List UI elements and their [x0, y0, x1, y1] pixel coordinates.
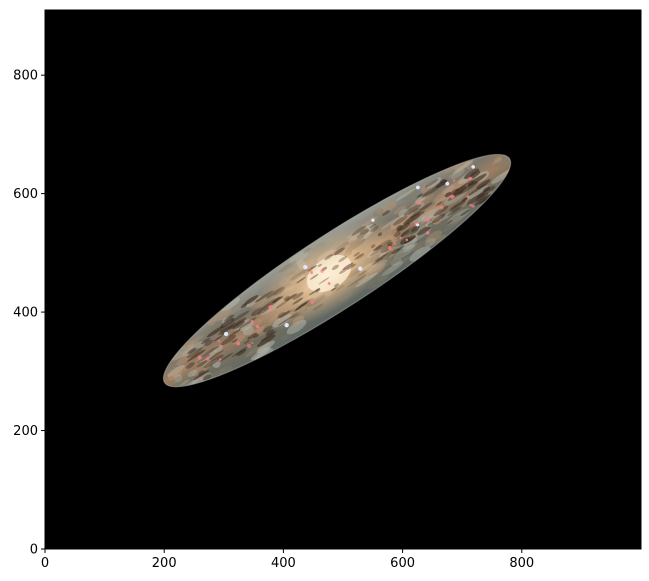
foreground-star — [303, 264, 308, 270]
x-tick-label: 400 — [271, 556, 296, 571]
y-tick-label: 600 — [13, 187, 38, 202]
x-axis: 0 200 400 600 800 — [41, 549, 534, 571]
axes-frame — [44, 9, 642, 550]
x-tick-label: 600 — [390, 556, 415, 571]
foreground-star — [371, 218, 375, 222]
y-tick-label: 800 — [13, 69, 38, 84]
foreground-star — [445, 181, 450, 186]
y-tick-label: 200 — [13, 424, 38, 439]
foreground-star — [284, 323, 289, 328]
y-axis: 0 200 400 600 800 — [13, 69, 45, 558]
x-tick-label: 0 — [41, 556, 49, 571]
y-tick-label: 0 — [30, 543, 38, 558]
y-tick-label: 400 — [13, 306, 38, 321]
x-tick-label: 800 — [509, 556, 534, 571]
foreground-star — [415, 185, 420, 190]
galaxy-disk — [162, 153, 518, 393]
foreground-star — [358, 266, 363, 271]
x-tick-label: 200 — [152, 556, 177, 571]
foreground-star — [416, 223, 420, 227]
foreground-star — [471, 165, 475, 169]
galaxy-image — [162, 153, 518, 393]
foreground-star — [223, 331, 229, 337]
